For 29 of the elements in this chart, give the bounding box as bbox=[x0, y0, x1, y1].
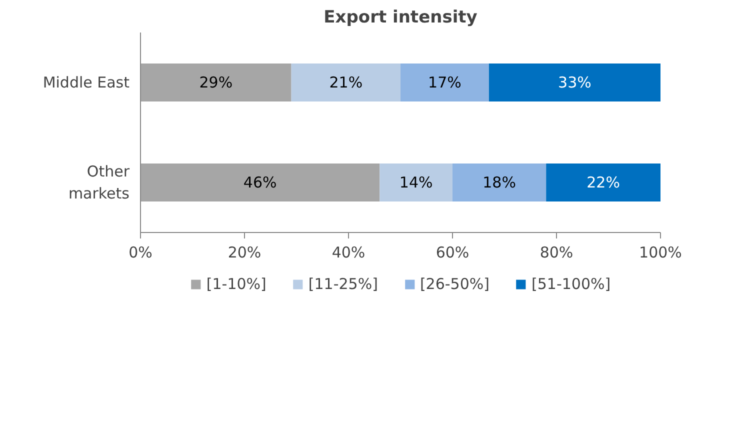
data-label: 33% bbox=[558, 74, 592, 92]
bar bbox=[291, 64, 400, 102]
legend-label: [11-25%] bbox=[308, 275, 378, 293]
legend-label: [51-100%] bbox=[532, 275, 611, 293]
bar bbox=[452, 164, 546, 202]
chart-title: Export intensity bbox=[324, 8, 478, 28]
bar bbox=[380, 164, 452, 202]
x-tick-label: 100% bbox=[639, 244, 682, 262]
data-label: 17% bbox=[428, 74, 462, 92]
legend-label: [1-10%] bbox=[206, 275, 266, 293]
bar bbox=[140, 64, 292, 102]
data-label: 29% bbox=[199, 74, 233, 92]
bar bbox=[140, 164, 380, 202]
data-label: 18% bbox=[482, 174, 516, 192]
data-label: 22% bbox=[586, 174, 620, 192]
bar bbox=[488, 64, 660, 102]
x-tick-label: 40% bbox=[332, 244, 366, 262]
data-label: 21% bbox=[329, 74, 363, 92]
bar bbox=[400, 64, 489, 102]
x-tick-label: 80% bbox=[540, 244, 574, 262]
bar bbox=[546, 164, 660, 202]
x-tick-label: 60% bbox=[436, 244, 470, 262]
x-tick-label: 0% bbox=[128, 244, 152, 262]
y-tick-label: Middle East bbox=[42, 74, 130, 92]
y-tick-label: Other markets bbox=[68, 162, 130, 202]
data-label: 46% bbox=[243, 174, 277, 192]
legend-label: [26-50%] bbox=[420, 275, 490, 293]
data-label: 14% bbox=[399, 174, 433, 192]
x-tick-label: 20% bbox=[228, 244, 262, 262]
